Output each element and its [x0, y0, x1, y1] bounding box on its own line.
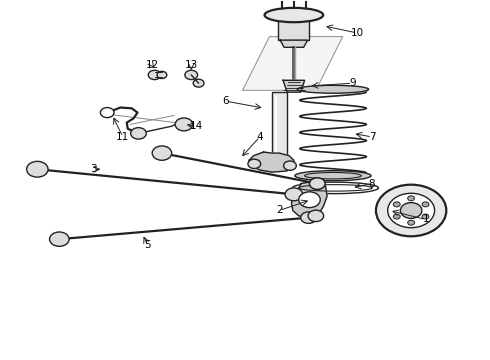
Text: 11: 11	[116, 132, 129, 142]
Ellipse shape	[295, 171, 371, 181]
Circle shape	[152, 146, 171, 160]
Circle shape	[26, 161, 48, 177]
Circle shape	[310, 178, 325, 189]
Circle shape	[185, 70, 197, 80]
Text: 8: 8	[369, 179, 375, 189]
Text: 14: 14	[190, 121, 203, 131]
Text: 5: 5	[144, 239, 150, 249]
Circle shape	[175, 118, 193, 131]
Circle shape	[285, 188, 303, 201]
Ellipse shape	[297, 85, 368, 93]
Polygon shape	[249, 152, 294, 172]
Circle shape	[393, 214, 400, 219]
Circle shape	[422, 202, 429, 207]
Text: 12: 12	[146, 60, 159, 70]
Text: 3: 3	[90, 164, 97, 174]
Text: 6: 6	[222, 96, 229, 106]
Text: 13: 13	[185, 60, 198, 70]
Circle shape	[308, 210, 324, 222]
Circle shape	[400, 203, 422, 219]
Circle shape	[310, 178, 325, 189]
Polygon shape	[292, 181, 327, 218]
Polygon shape	[283, 80, 305, 92]
Text: 9: 9	[349, 78, 356, 88]
Text: 10: 10	[351, 28, 364, 38]
Circle shape	[408, 196, 415, 201]
Text: 2: 2	[276, 206, 283, 216]
Text: 4: 4	[256, 132, 263, 142]
Circle shape	[284, 161, 296, 170]
Circle shape	[148, 70, 161, 80]
Circle shape	[299, 192, 320, 208]
Bar	[272, 92, 287, 157]
Polygon shape	[243, 37, 343, 90]
Text: 7: 7	[369, 132, 375, 142]
Circle shape	[376, 185, 446, 236]
Circle shape	[193, 79, 204, 87]
Ellipse shape	[293, 182, 378, 194]
Ellipse shape	[265, 8, 323, 22]
Circle shape	[393, 202, 400, 207]
Circle shape	[100, 108, 114, 118]
Text: 1: 1	[422, 215, 429, 224]
Circle shape	[157, 71, 167, 78]
Circle shape	[388, 193, 435, 228]
Circle shape	[248, 159, 261, 168]
Circle shape	[408, 220, 415, 225]
Circle shape	[131, 128, 147, 139]
Polygon shape	[280, 40, 308, 47]
Circle shape	[422, 214, 429, 219]
Circle shape	[301, 212, 317, 224]
Bar	[278, 13, 310, 40]
Circle shape	[49, 232, 69, 246]
